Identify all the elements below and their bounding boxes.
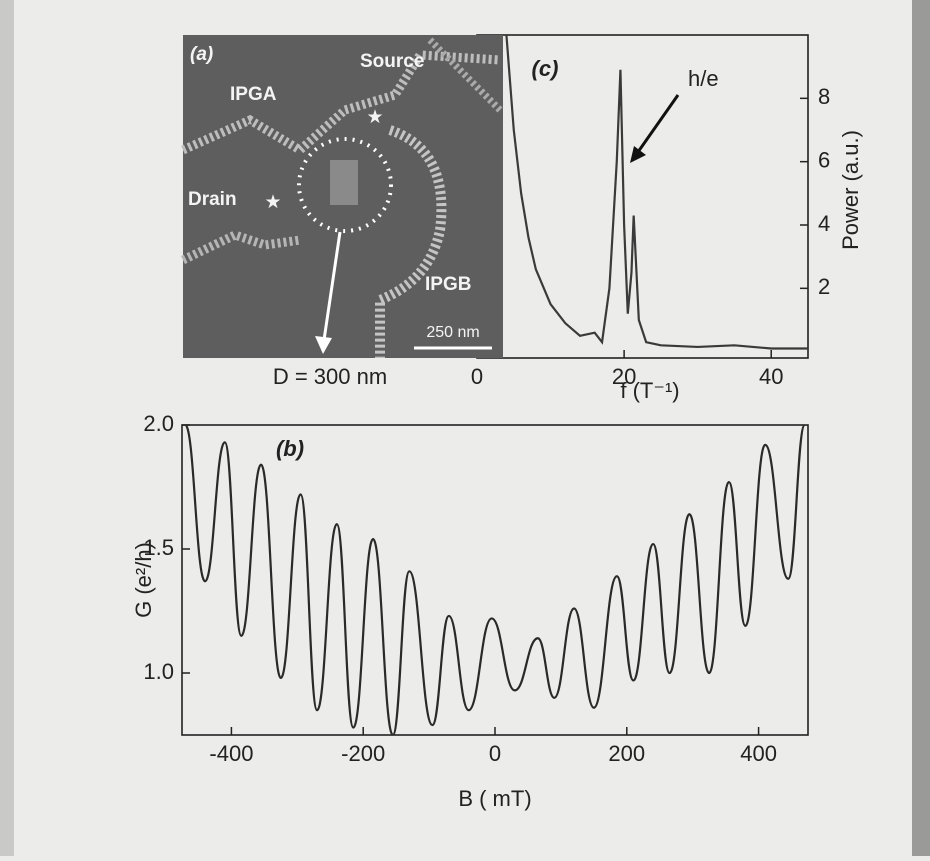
x-tick-label: 200 bbox=[608, 741, 645, 766]
gate-edge bbox=[181, 230, 301, 265]
label: Source bbox=[360, 51, 424, 72]
star: ★ bbox=[264, 192, 281, 213]
x-tick-label: 0 bbox=[489, 741, 501, 766]
x-tick-label: 20 bbox=[612, 364, 636, 389]
x-tick-label: 400 bbox=[740, 741, 777, 766]
y-tick-label: 6 bbox=[818, 147, 830, 172]
page-edge bbox=[0, 0, 14, 856]
annotation: h/e bbox=[688, 66, 719, 91]
label: IPGB bbox=[425, 274, 471, 295]
label: Drain bbox=[188, 189, 237, 210]
gate-edge bbox=[427, 37, 503, 113]
y-axis-label: Power (a.u.) bbox=[838, 130, 863, 250]
annotation-arrow bbox=[636, 94, 680, 153]
label: IPGA bbox=[230, 84, 277, 105]
x-tick-label: 0 bbox=[471, 364, 483, 389]
y-tick-label: 4 bbox=[818, 211, 830, 236]
panel-label: (a) bbox=[190, 44, 213, 65]
panel-label: (c) bbox=[532, 56, 559, 81]
y-tick-label: 2 bbox=[818, 274, 830, 299]
dotted-circle bbox=[297, 137, 393, 233]
scale-label: 250 nm bbox=[426, 324, 479, 341]
arrow bbox=[322, 231, 342, 341]
y-tick-label: 8 bbox=[818, 84, 830, 109]
x-axis-label: f (T⁻¹) bbox=[620, 378, 679, 403]
y-tick-label: 1.0 bbox=[143, 659, 174, 684]
micrograph-panel: ★ ★ (a) IPGA Source Drain IPGB 250 nm bbox=[181, 35, 503, 358]
x-tick-label: -400 bbox=[209, 741, 253, 766]
y-tick-label: 2.0 bbox=[143, 411, 174, 436]
caption: D = 300 nm bbox=[273, 364, 387, 389]
plot-frame bbox=[181, 424, 809, 736]
data-line bbox=[184, 425, 806, 735]
star: ★ bbox=[366, 107, 383, 128]
panel-label: (b) bbox=[276, 436, 304, 461]
annotation-arrow-head bbox=[630, 146, 646, 163]
x-axis-label: B ( mT) bbox=[458, 786, 531, 811]
arrow-head bbox=[315, 336, 332, 354]
gate-edge bbox=[181, 50, 501, 156]
x-tick-label: -200 bbox=[341, 741, 385, 766]
gate-edge bbox=[375, 125, 447, 358]
x-tick-label: 40 bbox=[759, 364, 783, 389]
plot-frame bbox=[476, 34, 809, 359]
page-edge bbox=[912, 0, 930, 856]
dot bbox=[330, 160, 358, 205]
data-line bbox=[505, 35, 808, 350]
y-tick-label: 1.5 bbox=[143, 535, 174, 560]
y-axis-label: G (e²/h) bbox=[131, 542, 156, 618]
